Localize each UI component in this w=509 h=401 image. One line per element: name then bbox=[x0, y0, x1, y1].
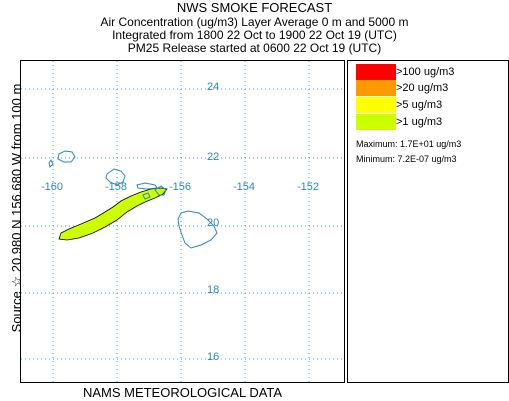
integration-period: Integrated from 1800 22 Oct to 1900 22 O… bbox=[112, 28, 397, 42]
legend-swatch-gt1 bbox=[356, 114, 396, 130]
lat-label-22: 22 bbox=[207, 151, 220, 163]
legend-label-gt5: >5 ug/m3 bbox=[396, 99, 443, 111]
map-canvas bbox=[21, 61, 344, 382]
molokai-coast bbox=[136, 182, 158, 190]
lat-label-20: 20 bbox=[207, 217, 220, 229]
smoke-plume-gt1 bbox=[58, 187, 168, 241]
legend-label-gt20: >20 ug/m3 bbox=[396, 82, 449, 94]
oahu-coast bbox=[105, 168, 126, 186]
coastlines bbox=[48, 150, 218, 249]
legend-swatch-gt20 bbox=[356, 80, 396, 96]
map-title: NWS SMOKE FORECAST bbox=[176, 0, 333, 15]
smoke-plume bbox=[58, 187, 168, 241]
hawaii-coast bbox=[177, 210, 218, 249]
niihau-coast bbox=[48, 159, 54, 168]
minimum-value: Minimum: 7.2E-07 ug/m3 bbox=[356, 154, 457, 164]
lat-label-16: 16 bbox=[207, 351, 220, 363]
lanai-coast bbox=[142, 192, 151, 200]
lon-label-156: -156 bbox=[169, 181, 192, 193]
concentration-description: Air Concentration (ug/m3) Layer Average … bbox=[100, 15, 409, 29]
lon-label-158: -158 bbox=[105, 181, 128, 193]
legend-swatch-gt100 bbox=[356, 64, 396, 80]
lat-label-24: 24 bbox=[207, 81, 220, 93]
lon-label-160: -160 bbox=[41, 181, 64, 193]
legend-label-gt1: >1 ug/m3 bbox=[396, 116, 443, 128]
maui-coast bbox=[154, 185, 167, 196]
lat-label-18: 18 bbox=[207, 284, 220, 296]
data-source-label: NAMS METEOROLOGICAL DATA bbox=[82, 385, 283, 400]
legend-label-gt100: >100 ug/m3 bbox=[396, 66, 455, 78]
legend-panel: >100 ug/m3 >20 ug/m3 >5 ug/m3 >1 ug/m3 M… bbox=[347, 60, 509, 383]
legend-swatch-gt5 bbox=[356, 97, 396, 113]
release-info: PM25 Release started at 0600 22 Oct 19 (… bbox=[127, 41, 382, 55]
lon-label-154: -154 bbox=[233, 181, 256, 193]
maximum-value: Maximum: 1.7E+01 ug/m3 bbox=[356, 139, 462, 149]
lat-lon-grid bbox=[21, 61, 344, 382]
kauai-coast bbox=[57, 150, 76, 163]
map-panel: 24 22 20 18 16 -160 -158 -156 -154 -152 bbox=[20, 60, 345, 383]
lon-label-152: -152 bbox=[297, 181, 320, 193]
